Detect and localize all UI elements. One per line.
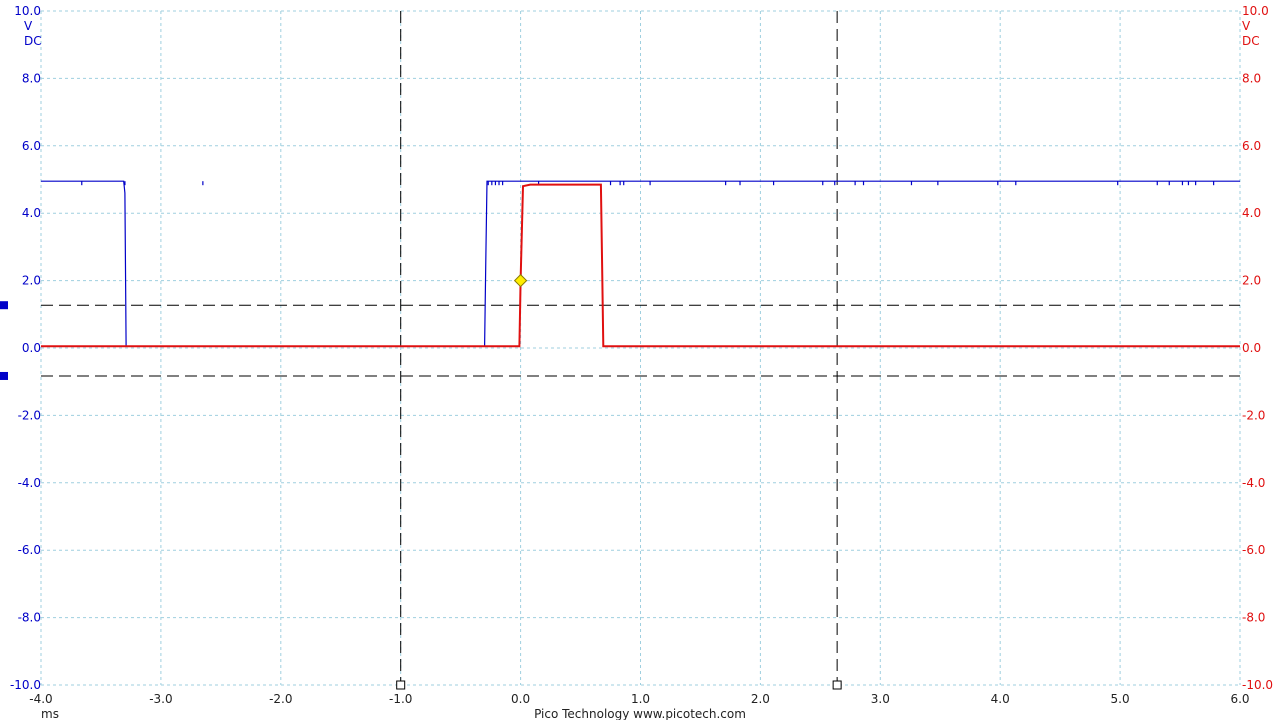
x-tick-label: 3.0 (871, 692, 890, 706)
measurement-cursors[interactable] (41, 11, 1240, 690)
right-tick-label: 6.0 (1242, 139, 1261, 153)
left-tick-label: 0.0 (22, 341, 41, 355)
x-tick-label: -1.0 (389, 692, 412, 706)
left-tick-label: -4.0 (18, 476, 41, 490)
left-tick-label: -10.0 (10, 678, 41, 692)
left-tick-label: 2.0 (22, 274, 41, 288)
vertical-cursor-handle[interactable] (396, 680, 406, 690)
grid-lines (40, 10, 1241, 686)
x-axis-unit: ms (41, 707, 59, 720)
x-tick-label: 6.0 (1230, 692, 1249, 706)
left-voltage-axis: 10.0 8.0 6.0 4.0 2.0 0.0 -2.0 -4.0 -6.0 -8.0 -10.0 (10, 4, 41, 692)
right-tick-label: 4.0 (1242, 206, 1261, 220)
channel-offset-marker-icon[interactable] (0, 301, 8, 310)
left-tick-label: -2.0 (18, 408, 41, 422)
left-tick-label: -8.0 (18, 611, 41, 625)
left-unit-dc: DC (24, 34, 42, 48)
footer-credit: Pico Technology www.picotech.com (534, 707, 746, 720)
right-tick-label: -4.0 (1242, 476, 1265, 490)
x-tick-label: 5.0 (1111, 692, 1130, 706)
trigger-marker-icon[interactable] (513, 273, 528, 288)
x-tick-label: 1.0 (631, 692, 650, 706)
right-tick-label: -2.0 (1242, 408, 1265, 422)
left-tick-label: 8.0 (22, 71, 41, 85)
left-tick-label: -6.0 (18, 543, 41, 557)
left-tick-label: 10.0 (14, 4, 41, 18)
right-tick-label: 10.0 (1242, 4, 1269, 18)
right-tick-label: 2.0 (1242, 274, 1261, 288)
right-unit-v: V (1242, 19, 1251, 33)
markers[interactable] (0, 273, 528, 380)
right-unit-dc: DC (1242, 34, 1260, 48)
x-tick-label: 4.0 (991, 692, 1010, 706)
time-axis: -4.0 -3.0 -2.0 -1.0 0.0 1.0 2.0 3.0 4.0 5.0 6.0 (29, 692, 1249, 706)
right-tick-label: -6.0 (1242, 543, 1265, 557)
x-tick-label: -4.0 (29, 692, 52, 706)
left-tick-label: 4.0 (22, 206, 41, 220)
right-tick-label: -10.0 (1242, 678, 1273, 692)
x-tick-label: 0.0 (511, 692, 530, 706)
right-tick-label: -8.0 (1242, 611, 1265, 625)
channel-offset-marker-icon[interactable] (0, 371, 8, 380)
left-tick-label: 6.0 (22, 139, 41, 153)
x-tick-label: 2.0 (751, 692, 770, 706)
right-tick-label: 0.0 (1242, 341, 1261, 355)
right-voltage-axis: 10.0 8.0 6.0 4.0 2.0 0.0 -2.0 -4.0 -6.0 -8.0 -10.0 (1242, 4, 1273, 692)
right-tick-label: 8.0 (1242, 71, 1261, 85)
waveform-traces (41, 180, 1240, 348)
left-unit-v: V (24, 19, 33, 33)
x-tick-label: -3.0 (149, 692, 172, 706)
trace-red (41, 183, 1240, 348)
vertical-cursor-handle[interactable] (832, 680, 842, 690)
x-tick-label: -2.0 (269, 692, 292, 706)
